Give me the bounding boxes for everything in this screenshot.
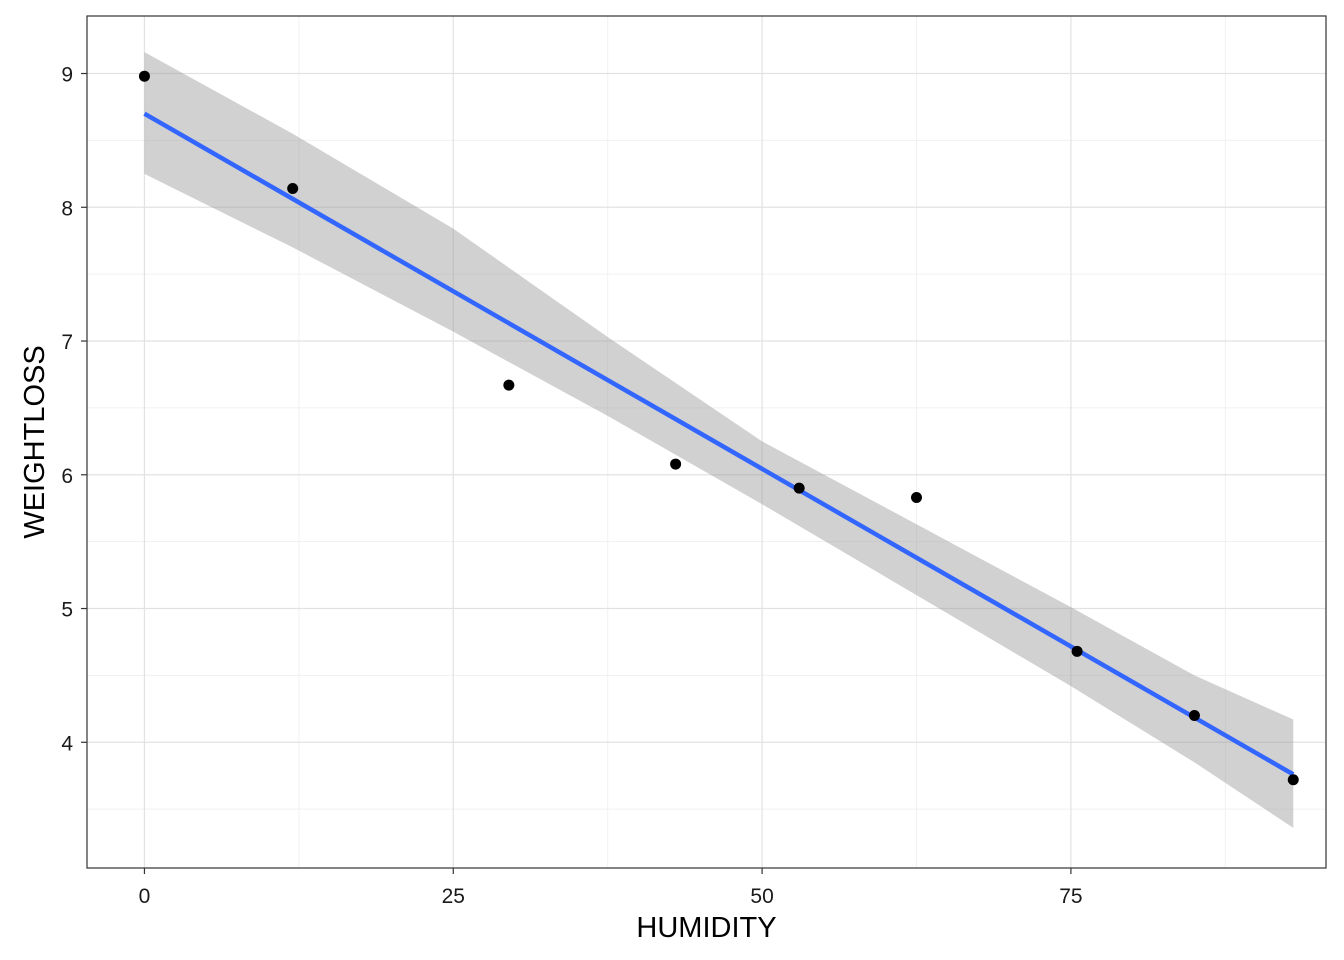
- y-tick-label: 7: [61, 331, 73, 354]
- data-point: [1287, 774, 1299, 786]
- y-tick-label: 4: [61, 732, 73, 755]
- data-point: [138, 70, 150, 82]
- y-tick-label: 9: [61, 64, 73, 87]
- confidence-band: [144, 52, 1294, 828]
- x-tick-label: 25: [442, 885, 465, 908]
- minor-gridlines: [87, 16, 1326, 868]
- data-point: [287, 183, 299, 195]
- regression-line: [143, 111, 1295, 777]
- panel-border: [86, 15, 1327, 869]
- y-tick-label: 5: [61, 599, 73, 622]
- data-point: [503, 379, 515, 391]
- y-axis-title: WEIGHTLOSS: [19, 345, 51, 538]
- data-point: [1071, 645, 1083, 657]
- confidence-band-layer: [144, 52, 1294, 828]
- data-point: [670, 458, 682, 470]
- x-tick-label: 50: [750, 885, 773, 908]
- data-point: [793, 482, 805, 494]
- data-point: [1188, 710, 1200, 722]
- regression-line-layer: [143, 111, 1295, 777]
- x-axis: 0 25 50 75: [139, 868, 1083, 908]
- y-tick-label: 8: [61, 197, 73, 220]
- data-point: [911, 492, 922, 504]
- data-points-layer: [138, 70, 1299, 786]
- y-tick-label: 6: [61, 465, 73, 488]
- x-tick-label: 75: [1059, 885, 1082, 908]
- plot-panel: [87, 16, 1326, 868]
- x-axis-title: HUMIDITY: [636, 912, 776, 944]
- major-gridlines: [87, 16, 1326, 868]
- x-tick-label: 0: [139, 885, 151, 908]
- y-axis: 4 5 6 7 8 9: [61, 64, 87, 755]
